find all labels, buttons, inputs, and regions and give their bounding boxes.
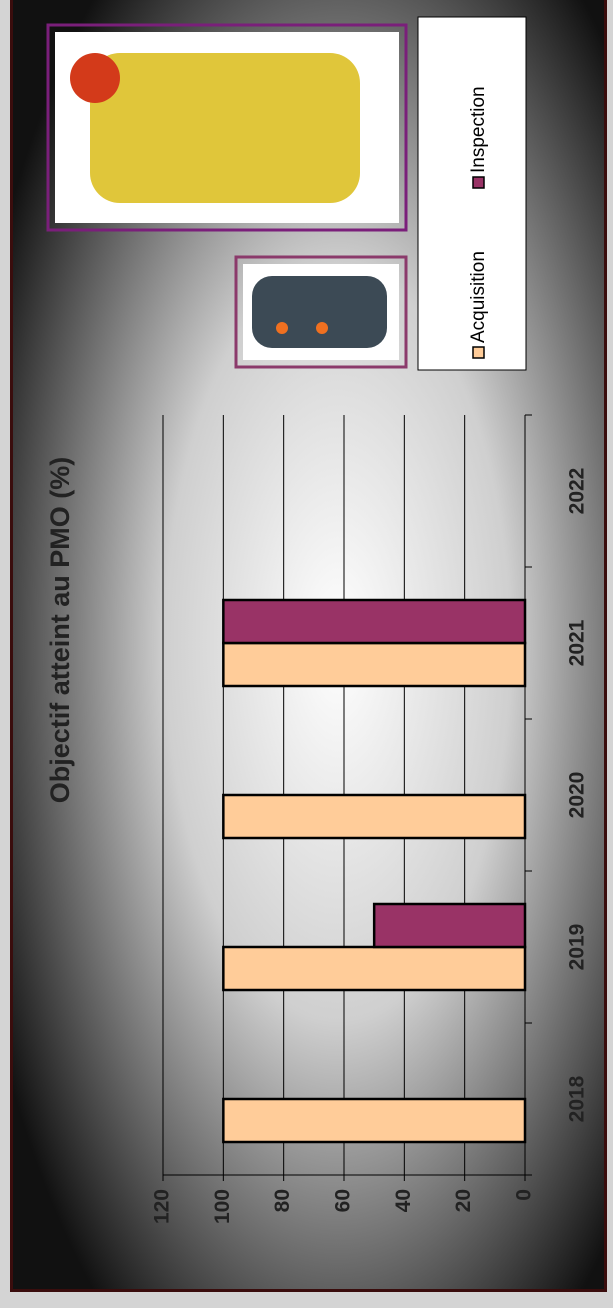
rotated-chart: Objectif atteint au PMO (%) 0 20 40 60 80 100… [13,0,604,1289]
x-tick-label: 2020 [566,772,589,819]
y-tick-label: 100 [211,1189,234,1224]
y-tick-label: 20 [452,1189,475,1212]
firefighter-image [48,25,406,230]
bar [223,643,525,686]
y-tick-label: 60 [332,1189,355,1212]
bar [223,600,525,643]
x-tick-label: 2019 [566,924,589,971]
x-tick-label: 2022 [566,468,589,515]
bar [223,947,525,990]
y-tick-label: 80 [271,1189,294,1212]
bar [223,795,525,838]
device-image [236,257,406,367]
chart-title: Objectif atteint au PMO (%) [45,457,75,804]
page: Objectif atteint au PMO (%) 0 20 40 60 80 100… [0,0,613,1303]
bar [223,1099,525,1142]
x-tick-label: 2021 [566,619,589,666]
legend-swatch [473,347,484,358]
legend-label: Acquisition [468,251,489,343]
chart: Objectif atteint au PMO (%) 0 20 40 60 80 100… [0,0,613,1303]
y-tick-label: 120 [151,1189,174,1224]
legend-label: Inspection [468,86,489,173]
y-tick-label: 0 [513,1189,536,1201]
legend-swatch [473,177,484,188]
bar [374,904,525,947]
x-tick-label: 2018 [566,1075,589,1122]
y-tick-label: 40 [392,1189,415,1212]
